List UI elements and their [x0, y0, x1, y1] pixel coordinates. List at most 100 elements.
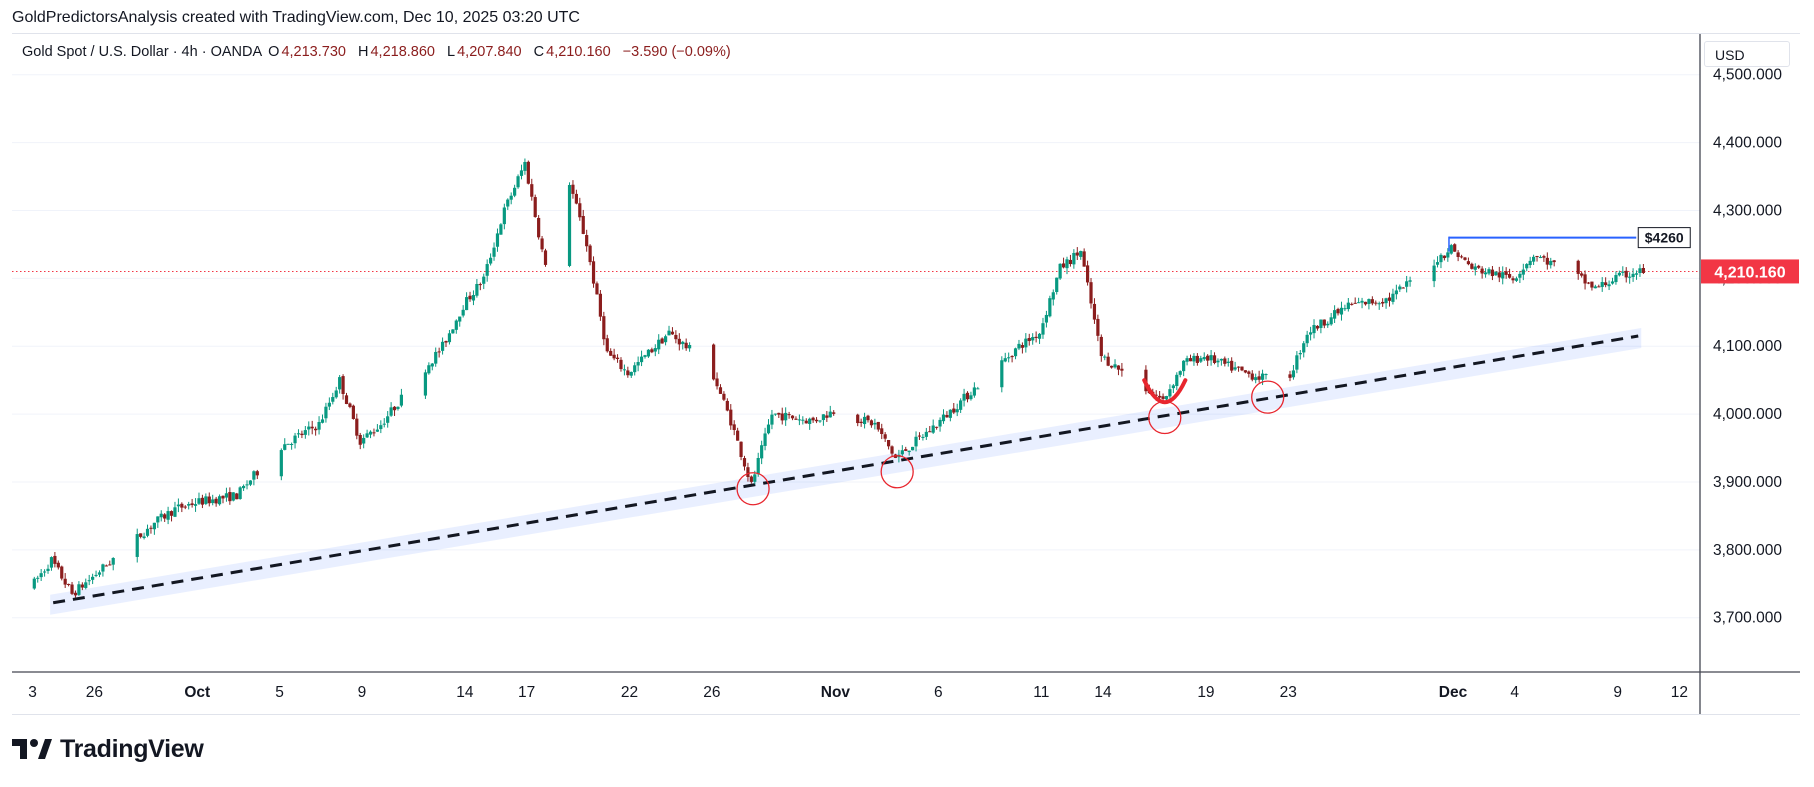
- candle-body: [1048, 298, 1052, 317]
- candle-body: [862, 416, 867, 425]
- time-tick-label: 14: [1094, 684, 1112, 701]
- candle-body: [976, 388, 980, 390]
- candle-body: [73, 592, 78, 596]
- candle-body: [519, 170, 524, 176]
- candle-body: [790, 415, 795, 419]
- chart-frame: [12, 33, 1800, 715]
- candle-body: [907, 450, 911, 453]
- candle-body: [1216, 360, 1220, 363]
- candle-body: [1082, 251, 1086, 267]
- candle-body: [1236, 366, 1241, 368]
- candle-body: [746, 467, 750, 478]
- candle-body: [399, 394, 404, 406]
- candle-body: [1065, 259, 1069, 269]
- tradingview-logo[interactable]: TradingView: [12, 735, 204, 763]
- candle-body: [962, 393, 966, 401]
- touch-circle: [880, 455, 914, 489]
- candle-body: [914, 436, 918, 447]
- candle-body: [139, 533, 143, 537]
- candle-body: [77, 584, 81, 595]
- candle-body: [368, 431, 373, 435]
- candle-body: [1315, 325, 1320, 329]
- candle-body: [56, 562, 60, 568]
- candle-body: [801, 419, 805, 421]
- candle-body: [1072, 252, 1076, 265]
- candle-body: [173, 507, 177, 517]
- price-axis: 3,700.000 3,800.000 3,900.000 4,000.000 4,10…: [1699, 34, 1799, 714]
- candle-body: [639, 356, 644, 363]
- candle-body: [1075, 252, 1079, 256]
- candle-body: [1442, 255, 1446, 259]
- candle-body: [166, 511, 170, 520]
- candle-body: [1401, 287, 1405, 289]
- time-tick-label: 4: [1510, 684, 1519, 701]
- candle-body: [567, 185, 572, 266]
- candle-body: [612, 354, 616, 359]
- candle-body: [657, 339, 661, 350]
- candle-body: [200, 497, 205, 505]
- candle-body: [773, 413, 777, 415]
- candle-body: [1233, 367, 1237, 370]
- candle-body: [320, 419, 325, 423]
- candle-body: [1055, 277, 1059, 292]
- candle-body: [1610, 281, 1615, 284]
- candle-body: [1264, 374, 1268, 376]
- candle-body: [1528, 260, 1532, 266]
- candle-body: [1363, 301, 1368, 305]
- candle-body: [1593, 286, 1597, 289]
- chart-caption: GoldPredictorsAnalysis created with Trad…: [12, 9, 580, 26]
- candle-body: [1182, 360, 1186, 372]
- candle-body: [780, 413, 784, 421]
- candle-body: [1250, 373, 1254, 380]
- candle-body: [478, 284, 482, 286]
- candle-body: [303, 430, 307, 435]
- candle-body: [667, 330, 671, 336]
- candle-body: [454, 320, 458, 330]
- candle-body: [1027, 337, 1031, 342]
- candle-body: [663, 336, 668, 343]
- candle-body: [1408, 280, 1412, 282]
- candle-body: [581, 216, 585, 234]
- candle-body: [938, 419, 942, 427]
- candle-body: [605, 338, 609, 352]
- time-tick-label: 3: [28, 684, 37, 701]
- candle-body: [1597, 286, 1601, 288]
- trend-channel-band: [50, 328, 1642, 615]
- candle-body: [972, 387, 976, 396]
- candle-body: [688, 344, 692, 349]
- candle-body: [1381, 301, 1385, 304]
- candle-body: [135, 534, 139, 557]
- candle-body: [1641, 267, 1645, 273]
- candle-body: [1068, 259, 1073, 265]
- candle-body: [1621, 271, 1625, 273]
- candle-body: [314, 428, 318, 431]
- candle-body: [1031, 337, 1035, 341]
- candle-body: [1353, 302, 1357, 304]
- candle-body: [1034, 336, 1038, 338]
- price-tick-label: 4,000.000: [1713, 406, 1782, 423]
- currency-selector[interactable]: USD: [1704, 41, 1790, 67]
- candle-body: [1024, 338, 1028, 348]
- candle-body: [523, 162, 527, 171]
- candle-body: [1453, 244, 1457, 252]
- candle-body: [1079, 250, 1083, 257]
- candle-body: [42, 571, 47, 573]
- candle-body: [1178, 371, 1182, 375]
- time-tick-label: 9: [1613, 684, 1622, 701]
- candle-body: [921, 436, 925, 438]
- support-trendline: [52, 334, 1639, 605]
- candle-body: [1490, 269, 1495, 277]
- candle-body: [1044, 314, 1049, 323]
- symbol-label[interactable]: Gold Spot / U.S. Dollar · 4h · OANDA: [22, 44, 263, 60]
- candle-body: [1446, 252, 1450, 258]
- candle-body: [1538, 256, 1543, 259]
- candle-body: [1185, 358, 1189, 362]
- candle-body: [1099, 336, 1103, 357]
- rounded-bottom-arc: [1142, 378, 1188, 404]
- candle-body: [1628, 276, 1632, 278]
- candle-body: [255, 471, 259, 476]
- candle-body: [650, 349, 654, 353]
- candle-body: [1535, 255, 1539, 257]
- candle-body: [1507, 274, 1512, 278]
